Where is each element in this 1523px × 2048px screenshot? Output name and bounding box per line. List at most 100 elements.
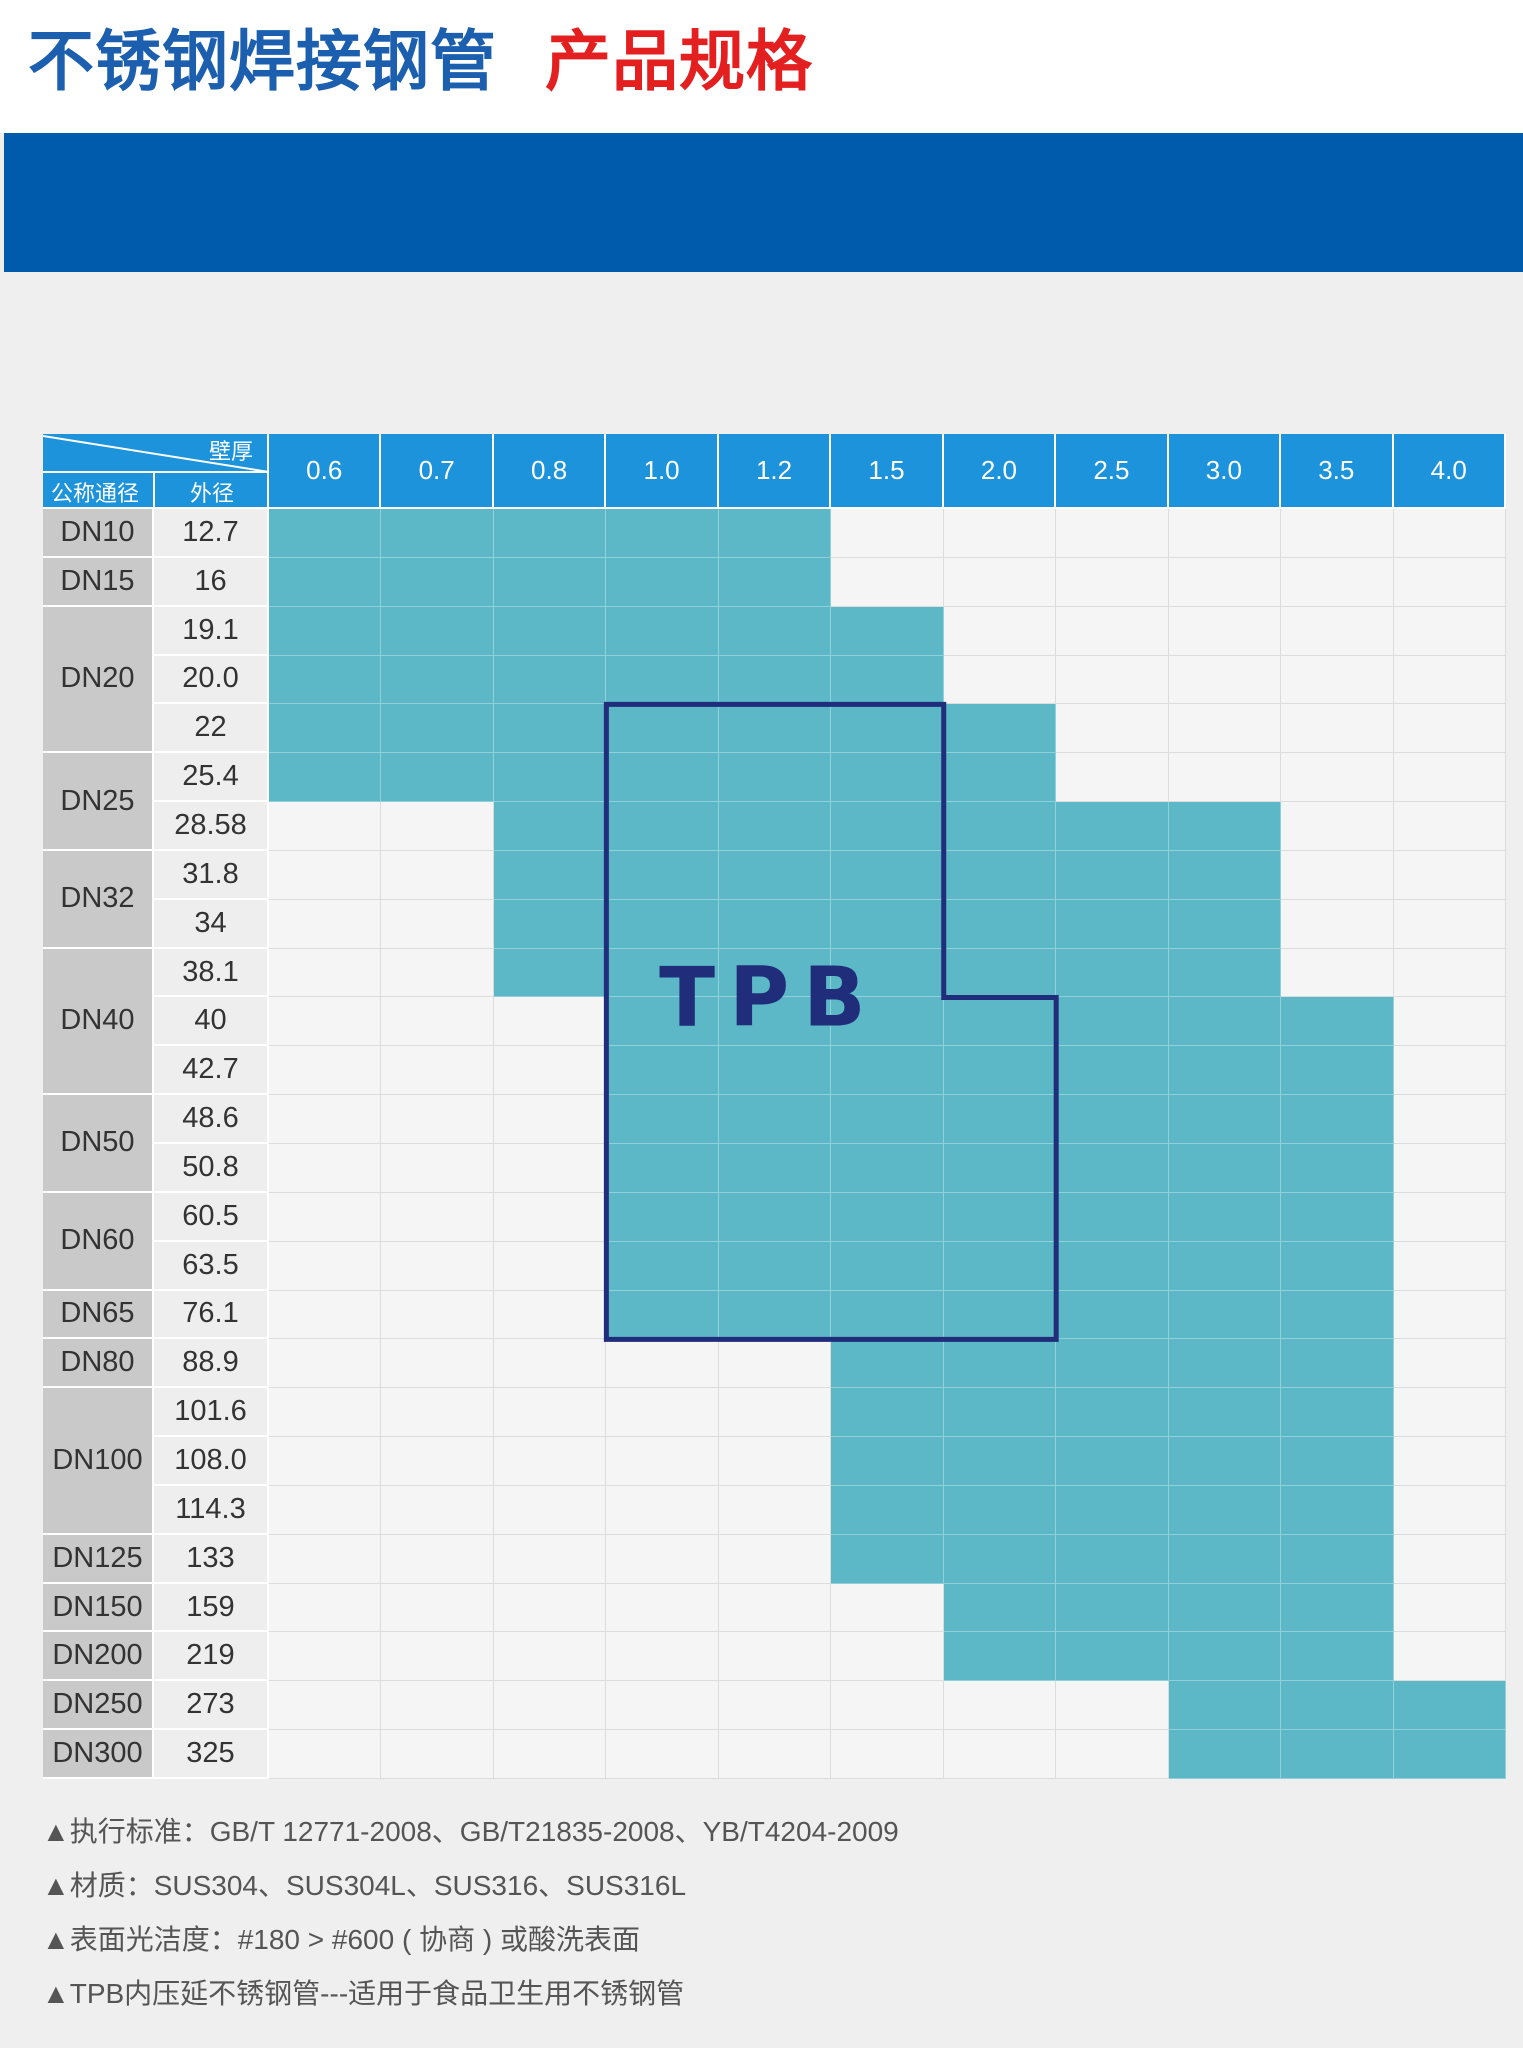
available-cell xyxy=(606,1095,719,1144)
available-cell xyxy=(831,753,944,803)
available-cell xyxy=(381,655,494,705)
empty-cell xyxy=(269,1144,382,1193)
empty-cell xyxy=(381,850,494,900)
empty-cell xyxy=(493,1730,607,1779)
dn-cell: DN10 xyxy=(43,509,154,558)
dn-cell: DN125 xyxy=(43,1534,154,1584)
empty-cell xyxy=(1056,704,1169,754)
od-cell: 42.7 xyxy=(154,1046,269,1096)
empty-cell xyxy=(831,1632,944,1682)
available-cell xyxy=(1281,1192,1394,1242)
empty-cell xyxy=(831,1730,944,1779)
empty-cell xyxy=(269,1485,382,1535)
available-cell xyxy=(606,997,719,1047)
od-cell: 20.0 xyxy=(154,655,269,705)
available-cell xyxy=(943,1583,1057,1633)
od-cell: 159 xyxy=(154,1583,269,1633)
available-cell xyxy=(718,850,832,900)
dn-header: 公称通径 xyxy=(51,481,140,506)
empty-cell xyxy=(831,1681,944,1731)
available-cell xyxy=(831,948,944,998)
empty-cell xyxy=(1168,753,1282,803)
empty-cell xyxy=(493,1046,607,1096)
available-cell xyxy=(606,557,719,607)
empty-cell xyxy=(1168,557,1282,607)
empty-cell xyxy=(381,1583,494,1633)
available-cell xyxy=(606,1290,719,1340)
available-cell xyxy=(606,948,719,998)
od-cell: 38.1 xyxy=(154,948,269,998)
available-cell xyxy=(606,1144,719,1193)
empty-cell xyxy=(269,1681,382,1731)
available-cell xyxy=(1281,1290,1394,1340)
available-cell xyxy=(606,899,719,949)
available-cell xyxy=(1168,850,1282,900)
available-cell xyxy=(1168,899,1282,949)
empty-cell xyxy=(1393,948,1506,998)
available-cell xyxy=(1168,1485,1282,1535)
empty-cell xyxy=(1393,1339,1506,1389)
available-cell xyxy=(1056,1046,1169,1096)
available-cell xyxy=(493,509,607,558)
corner-header: 壁厚 公称通径 外径 xyxy=(43,434,269,509)
empty-cell xyxy=(606,1681,719,1731)
od-cell: 48.6 xyxy=(154,1095,269,1144)
available-cell xyxy=(1168,1144,1282,1193)
empty-cell xyxy=(831,1583,944,1633)
empty-cell xyxy=(718,1583,832,1633)
empty-cell xyxy=(381,1437,494,1486)
available-cell xyxy=(1168,1290,1282,1340)
empty-cell xyxy=(1393,1290,1506,1340)
thickness-header: 0.8 xyxy=(493,434,607,509)
available-cell xyxy=(606,606,719,656)
available-cell xyxy=(1281,1632,1394,1682)
empty-cell xyxy=(1168,655,1282,705)
dn-cell: DN50 xyxy=(43,1095,154,1193)
available-cell xyxy=(1281,1437,1394,1486)
available-cell xyxy=(1168,1241,1282,1291)
empty-cell xyxy=(718,1339,832,1389)
available-cell xyxy=(943,1144,1057,1193)
empty-cell xyxy=(1393,753,1506,803)
available-cell xyxy=(1168,997,1282,1047)
available-cell xyxy=(943,1534,1057,1584)
available-cell xyxy=(943,753,1057,803)
blue-banner xyxy=(4,133,1523,272)
available-cell xyxy=(269,509,382,558)
empty-cell xyxy=(606,1632,719,1682)
empty-cell xyxy=(1281,509,1394,558)
available-cell xyxy=(493,606,607,656)
available-cell xyxy=(1281,1485,1394,1535)
dn-cell: DN20 xyxy=(43,606,154,754)
available-cell xyxy=(943,1046,1057,1096)
available-cell xyxy=(718,1144,832,1193)
available-cell xyxy=(831,704,944,754)
empty-cell xyxy=(1168,509,1282,558)
available-cell xyxy=(831,1241,944,1291)
empty-cell xyxy=(381,1192,494,1242)
available-cell xyxy=(381,557,494,607)
empty-cell xyxy=(1281,802,1394,851)
empty-cell xyxy=(1168,704,1282,754)
available-cell xyxy=(718,1192,832,1242)
available-cell xyxy=(943,1388,1057,1438)
available-cell xyxy=(943,1192,1057,1242)
available-cell xyxy=(493,704,607,754)
available-cell xyxy=(1168,1534,1282,1584)
empty-cell xyxy=(269,1534,382,1584)
available-cell xyxy=(493,850,607,900)
empty-cell xyxy=(381,997,494,1047)
empty-cell xyxy=(269,1632,382,1682)
available-cell xyxy=(1056,1290,1169,1340)
available-cell xyxy=(831,606,944,656)
available-cell xyxy=(1168,1095,1282,1144)
empty-cell xyxy=(606,1583,719,1633)
od-cell: 273 xyxy=(154,1681,269,1731)
empty-cell xyxy=(269,1583,382,1633)
available-cell xyxy=(831,1534,944,1584)
empty-cell xyxy=(493,1388,607,1438)
available-cell xyxy=(943,1095,1057,1144)
empty-cell xyxy=(606,1339,719,1389)
available-cell xyxy=(1168,1388,1282,1438)
empty-cell xyxy=(493,997,607,1047)
